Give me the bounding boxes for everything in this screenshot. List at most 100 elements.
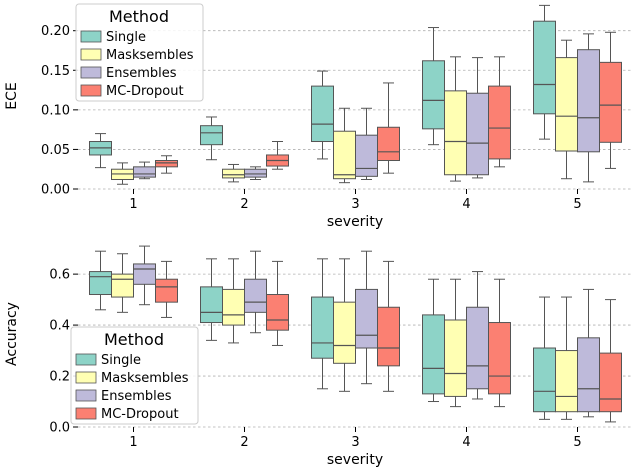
box-single-severity-4 xyxy=(422,278,445,403)
box-masksembles-severity-5 xyxy=(555,296,578,420)
box-body xyxy=(422,60,445,130)
box-body xyxy=(244,278,267,313)
box-mc-dropout-severity-2 xyxy=(266,141,289,170)
box-body xyxy=(599,61,622,143)
legend-label-single: Single xyxy=(106,30,146,45)
y-tick-label: 0.4 xyxy=(49,319,70,334)
box-body xyxy=(200,286,223,324)
legend-swatch-masksembles xyxy=(80,48,102,61)
box-single-severity-1 xyxy=(89,133,112,169)
box-single-severity-3 xyxy=(311,258,334,390)
box-body xyxy=(599,352,622,413)
box-body xyxy=(555,350,578,413)
box-body xyxy=(488,322,511,395)
box-mc-dropout-severity-4 xyxy=(488,278,511,408)
legend-label-ensembles: Ensembles xyxy=(101,389,172,404)
legend-frame xyxy=(75,3,204,102)
box-body xyxy=(377,126,400,162)
x-tick-label: 4 xyxy=(462,435,470,450)
y-tick-label: 0.20 xyxy=(41,24,70,39)
box-single-severity-3 xyxy=(311,70,334,160)
box-body xyxy=(555,57,578,152)
box-body xyxy=(333,301,356,364)
box-ensembles-severity-2 xyxy=(244,166,267,181)
box-body xyxy=(444,319,467,397)
legend-label-masksembles: Masksembles xyxy=(106,48,194,63)
box-masksembles-severity-2 xyxy=(222,258,245,344)
panel-1: 0.00 0.05 0.10 0.15 0.20 1 2 3 4 5 severity ECE Meth… xyxy=(4,3,632,230)
box-body xyxy=(533,347,556,413)
y-tick-label: 0.10 xyxy=(41,103,70,118)
box-mc-dropout-severity-4 xyxy=(488,56,511,168)
box-body xyxy=(466,92,489,176)
legend-swatch-ensembles xyxy=(80,66,102,79)
box-body xyxy=(266,294,289,331)
x-axis-label: severity xyxy=(327,214,383,230)
legend: Method Single Masksembles Ensembles MC-Dropo… xyxy=(75,3,204,102)
x-tick-label: 2 xyxy=(240,435,248,450)
legend-frame xyxy=(70,326,199,425)
y-tick-label: 0.6 xyxy=(49,268,70,283)
legend-swatch-mc-dropout xyxy=(75,407,97,420)
box-ensembles-severity-2 xyxy=(244,250,267,334)
box-ensembles-severity-1 xyxy=(133,245,156,306)
box-masksembles-severity-4 xyxy=(444,56,467,182)
box-ensembles-severity-5 xyxy=(577,33,600,183)
box-masksembles-severity-2 xyxy=(222,163,245,183)
box-mc-dropout-severity-1 xyxy=(155,155,178,174)
box-body xyxy=(311,296,334,359)
x-tick-label: 3 xyxy=(351,435,359,450)
y-tick-label: 0.2 xyxy=(49,370,70,385)
legend-label-ensembles: Ensembles xyxy=(106,66,177,81)
box-body xyxy=(355,288,378,349)
y-axis-label: ECE xyxy=(4,82,20,109)
box-masksembles-severity-3 xyxy=(333,258,356,392)
x-tick-label: 4 xyxy=(462,197,470,212)
box-body xyxy=(533,20,556,115)
box-body xyxy=(133,263,156,285)
box-body xyxy=(111,273,134,298)
legend-swatch-single xyxy=(75,353,97,366)
box-ensembles-severity-4 xyxy=(466,271,489,400)
box-masksembles-severity-1 xyxy=(111,253,134,313)
legend-swatch-single xyxy=(80,30,102,43)
legend-label-mc-dropout: MC-Dropout xyxy=(106,84,184,99)
legend-title: Method xyxy=(109,7,169,26)
box-body xyxy=(488,85,511,160)
legend: Method Single Masksembles Ensembles MC-Dropo… xyxy=(70,326,199,425)
box-body xyxy=(422,314,445,395)
box-masksembles-severity-1 xyxy=(111,162,134,185)
box-mc-dropout-severity-1 xyxy=(155,260,178,318)
legend-label-masksembles: Masksembles xyxy=(101,371,189,386)
box-body xyxy=(466,306,489,390)
box-single-severity-4 xyxy=(422,27,445,146)
box-body xyxy=(444,90,467,176)
box-body xyxy=(577,337,600,413)
legend-label-mc-dropout: MC-Dropout xyxy=(101,407,179,422)
box-body xyxy=(222,288,245,326)
box-body xyxy=(155,278,178,303)
legend-swatch-masksembles xyxy=(75,371,97,384)
y-tick-label: 0.05 xyxy=(41,143,70,158)
box-ensembles-severity-3 xyxy=(355,107,378,181)
box-masksembles-severity-4 xyxy=(444,278,467,408)
box-body xyxy=(311,85,334,143)
box-mc-dropout-severity-5 xyxy=(599,299,622,423)
box-ensembles-severity-5 xyxy=(577,288,600,418)
legend-swatch-ensembles xyxy=(75,389,97,402)
x-tick-label: 5 xyxy=(573,197,581,212)
box-single-severity-2 xyxy=(200,116,223,161)
box-body xyxy=(333,130,356,180)
box-masksembles-severity-5 xyxy=(555,39,578,180)
box-body xyxy=(355,134,378,177)
box-mc-dropout-severity-3 xyxy=(377,82,400,174)
box-body xyxy=(577,49,600,153)
y-axis-label: Accuracy xyxy=(4,302,20,366)
box-ensembles-severity-1 xyxy=(133,161,156,180)
x-tick-label: 3 xyxy=(351,197,359,212)
box-mc-dropout-severity-2 xyxy=(266,260,289,346)
panel-2: 0.0 0.2 0.4 0.6 1 2 3 4 5 severity Accuracy Method S… xyxy=(4,245,632,467)
box-body xyxy=(244,168,267,178)
y-tick-label: 0.00 xyxy=(41,183,70,198)
box-body xyxy=(155,160,178,168)
